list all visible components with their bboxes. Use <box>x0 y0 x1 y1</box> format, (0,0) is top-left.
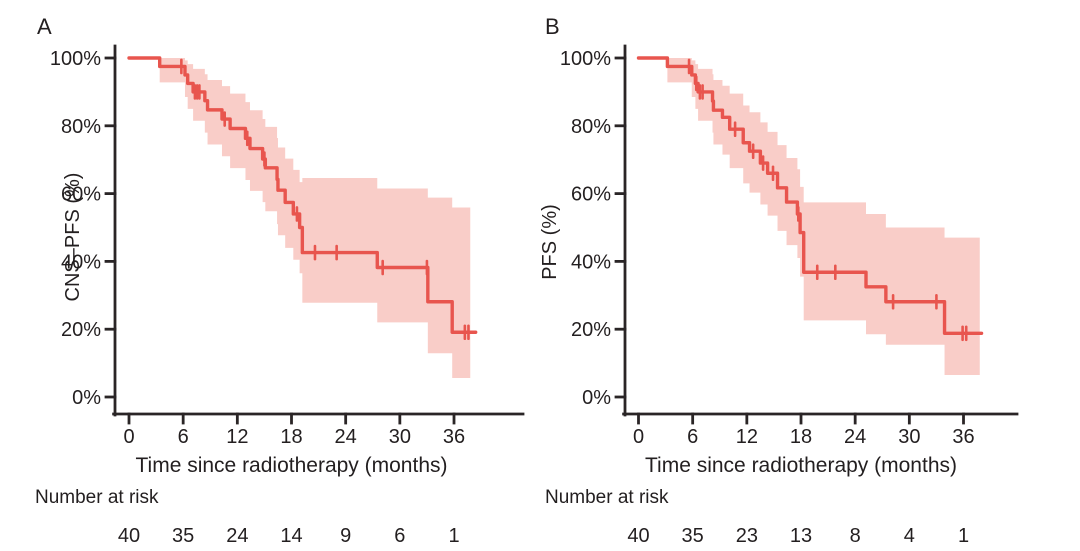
confidence-band <box>667 58 980 375</box>
risk-count: 4 <box>904 525 915 547</box>
risk-table-row: 40 35 23 13 8 4 1 <box>627 525 969 547</box>
y-tick-label: 60% <box>571 184 611 206</box>
panel-a: 0% 20% 40% 60% 80% 100% 0 6 12 18 24 30 36 A CNS–PFS (… <box>35 14 525 547</box>
x-tick-label: 30 <box>389 426 411 448</box>
risk-count: 40 <box>118 525 140 547</box>
panel-letter: B <box>545 14 560 39</box>
x-tick-label: 0 <box>633 426 644 448</box>
x-tick-label: 6 <box>178 426 189 448</box>
risk-count: 9 <box>340 525 351 547</box>
y-tick-label: 40% <box>571 251 611 273</box>
x-tick-label: 6 <box>687 426 698 448</box>
y-axis-title: CNS–PFS (%) <box>62 173 84 302</box>
y-tick-label: 40% <box>61 251 101 273</box>
y-tick-label: 20% <box>61 319 101 341</box>
y-axis-title: PFS (%) <box>539 204 561 280</box>
y-tick-label: 100% <box>50 48 101 70</box>
x-axis-title: Time since radiotherapy (months) <box>645 454 957 477</box>
axes <box>614 44 1019 425</box>
x-tick-label: 36 <box>952 426 974 448</box>
x-tick-label: 24 <box>335 426 357 448</box>
x-tick-label: 36 <box>443 426 465 448</box>
risk-table-label: Number at risk <box>545 487 669 508</box>
risk-count: 35 <box>172 525 194 547</box>
survival-curve <box>636 56 984 335</box>
risk-count: 24 <box>226 525 248 547</box>
risk-table-row: 40 35 24 14 9 6 1 <box>118 525 460 547</box>
censor-marks <box>180 58 470 341</box>
risk-count: 35 <box>682 525 704 547</box>
confidence-band <box>159 58 471 379</box>
y-tick-label: 20% <box>571 319 611 341</box>
y-tick-label: 0% <box>582 387 611 409</box>
survival-curve <box>127 56 478 334</box>
risk-count: 8 <box>850 525 861 547</box>
y-tick-label: 80% <box>571 116 611 138</box>
risk-count: 1 <box>448 525 459 547</box>
x-tick-label: 18 <box>790 426 812 448</box>
x-tick-label: 12 <box>226 426 248 448</box>
y-tick-label: 60% <box>61 184 101 206</box>
panel-letter: A <box>37 14 52 39</box>
x-axis-title: Time since radiotherapy (months) <box>135 454 447 477</box>
axes <box>104 44 525 425</box>
y-tick-label: 0% <box>72 387 101 409</box>
censor-marks <box>687 58 968 342</box>
x-tick-label: 12 <box>736 426 758 448</box>
y-tick-label: 80% <box>61 116 101 138</box>
y-tick-label: 100% <box>560 48 611 70</box>
x-tick-label: 18 <box>280 426 302 448</box>
risk-count: 6 <box>394 525 405 547</box>
risk-table-label: Number at risk <box>35 487 159 508</box>
risk-count: 23 <box>736 525 758 547</box>
risk-count: 13 <box>790 525 812 547</box>
x-tick-label: 0 <box>123 426 134 448</box>
risk-count: 40 <box>627 525 649 547</box>
risk-count: 1 <box>958 525 969 547</box>
x-tick-label: 24 <box>844 426 866 448</box>
risk-count: 14 <box>280 525 302 547</box>
x-tick-label: 30 <box>898 426 920 448</box>
